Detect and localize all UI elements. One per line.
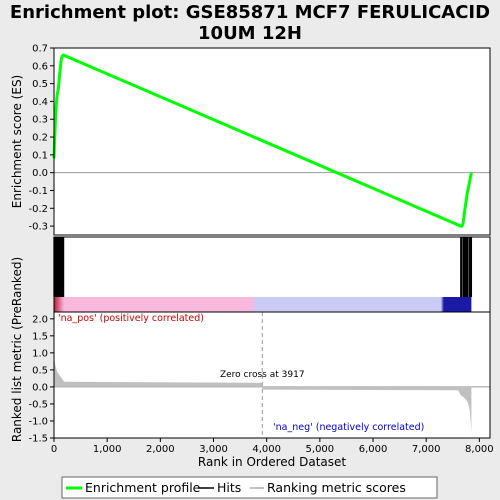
es-y-tick-label: 0.4 xyxy=(32,97,48,108)
metric-y-tick-label: -0.5 xyxy=(28,399,48,410)
es-y-tick-label: 0.1 xyxy=(32,150,48,161)
rank-color-bar xyxy=(54,297,472,312)
es-y-tick-label: 0.5 xyxy=(32,79,48,90)
x-tick-label: 6,000 xyxy=(359,444,388,455)
metric-y-tick-label: 1.0 xyxy=(32,348,48,359)
es-y-tick-label: 0.0 xyxy=(32,168,48,179)
x-tick-label: 7,000 xyxy=(412,444,441,455)
x-tick-label: 8,000 xyxy=(465,444,494,455)
metric-y-tick-label: 2.0 xyxy=(32,314,48,325)
legend: Enrichment profile Hits Ranking metric sco… xyxy=(61,476,438,499)
metric-y-tick-label: 0.0 xyxy=(32,382,48,393)
legend-profile-label: Enrichment profile xyxy=(85,480,201,495)
hits-group xyxy=(53,237,473,297)
zero-cross-label: Zero cross at 3917 xyxy=(220,370,305,380)
enrichment-profile-line xyxy=(52,53,473,228)
es-y-tick-label: 0.2 xyxy=(32,133,48,144)
x-tick-label: 3,000 xyxy=(199,444,228,455)
plot-area xyxy=(54,48,490,438)
es-y-tick-label: -0.1 xyxy=(28,186,48,197)
chart-title: Enrichment plot: GSE85871 MCF7 FERULICAC… xyxy=(0,2,500,44)
legend-metric-label: Ranking metric scores xyxy=(267,480,406,495)
legend-box xyxy=(61,476,438,499)
metric-panel-frame xyxy=(53,311,491,439)
x-tick-label: 4,000 xyxy=(252,444,281,455)
es-y-axis-label: Enrichment score (ES) xyxy=(10,75,24,208)
negative-correlation-label: 'na_neg' (negatively correlated) xyxy=(273,422,424,433)
es-y-tick-label: 0.7 xyxy=(32,44,48,55)
chart-title-line-2: 10UM 12H xyxy=(198,23,302,44)
x-axis-label: Rank in Ordered Dataset xyxy=(198,455,346,469)
metric-y-tick-label: -1.5 xyxy=(28,434,48,445)
chart-title-line-1: Enrichment plot: GSE85871 MCF7 FERULICAC… xyxy=(9,2,491,23)
metric-y-tick-label: 1.5 xyxy=(32,331,48,342)
metric-y-tick-label: -1.0 xyxy=(28,416,48,427)
metric-y-axis-label: Ranked list metric (PreRanked) xyxy=(10,257,24,442)
es-y-tick-label: 0.6 xyxy=(32,61,48,72)
positive-correlation-label: 'na_pos' (positively correlated) xyxy=(58,313,204,324)
es-y-tick-label: -0.3 xyxy=(28,222,48,233)
es-y-tick-label: 0.3 xyxy=(32,115,48,126)
es-panel-frame xyxy=(53,47,491,236)
x-tick-label: 1,000 xyxy=(93,444,122,455)
es-y-tick-label: -0.2 xyxy=(28,204,48,215)
metric-y-tick-label: 0.5 xyxy=(32,365,48,376)
x-tick-label: 5,000 xyxy=(306,444,335,455)
x-tick-label: 0 xyxy=(51,444,57,455)
legend-hits-label: Hits xyxy=(217,480,241,495)
x-tick-label: 2,000 xyxy=(146,444,175,455)
